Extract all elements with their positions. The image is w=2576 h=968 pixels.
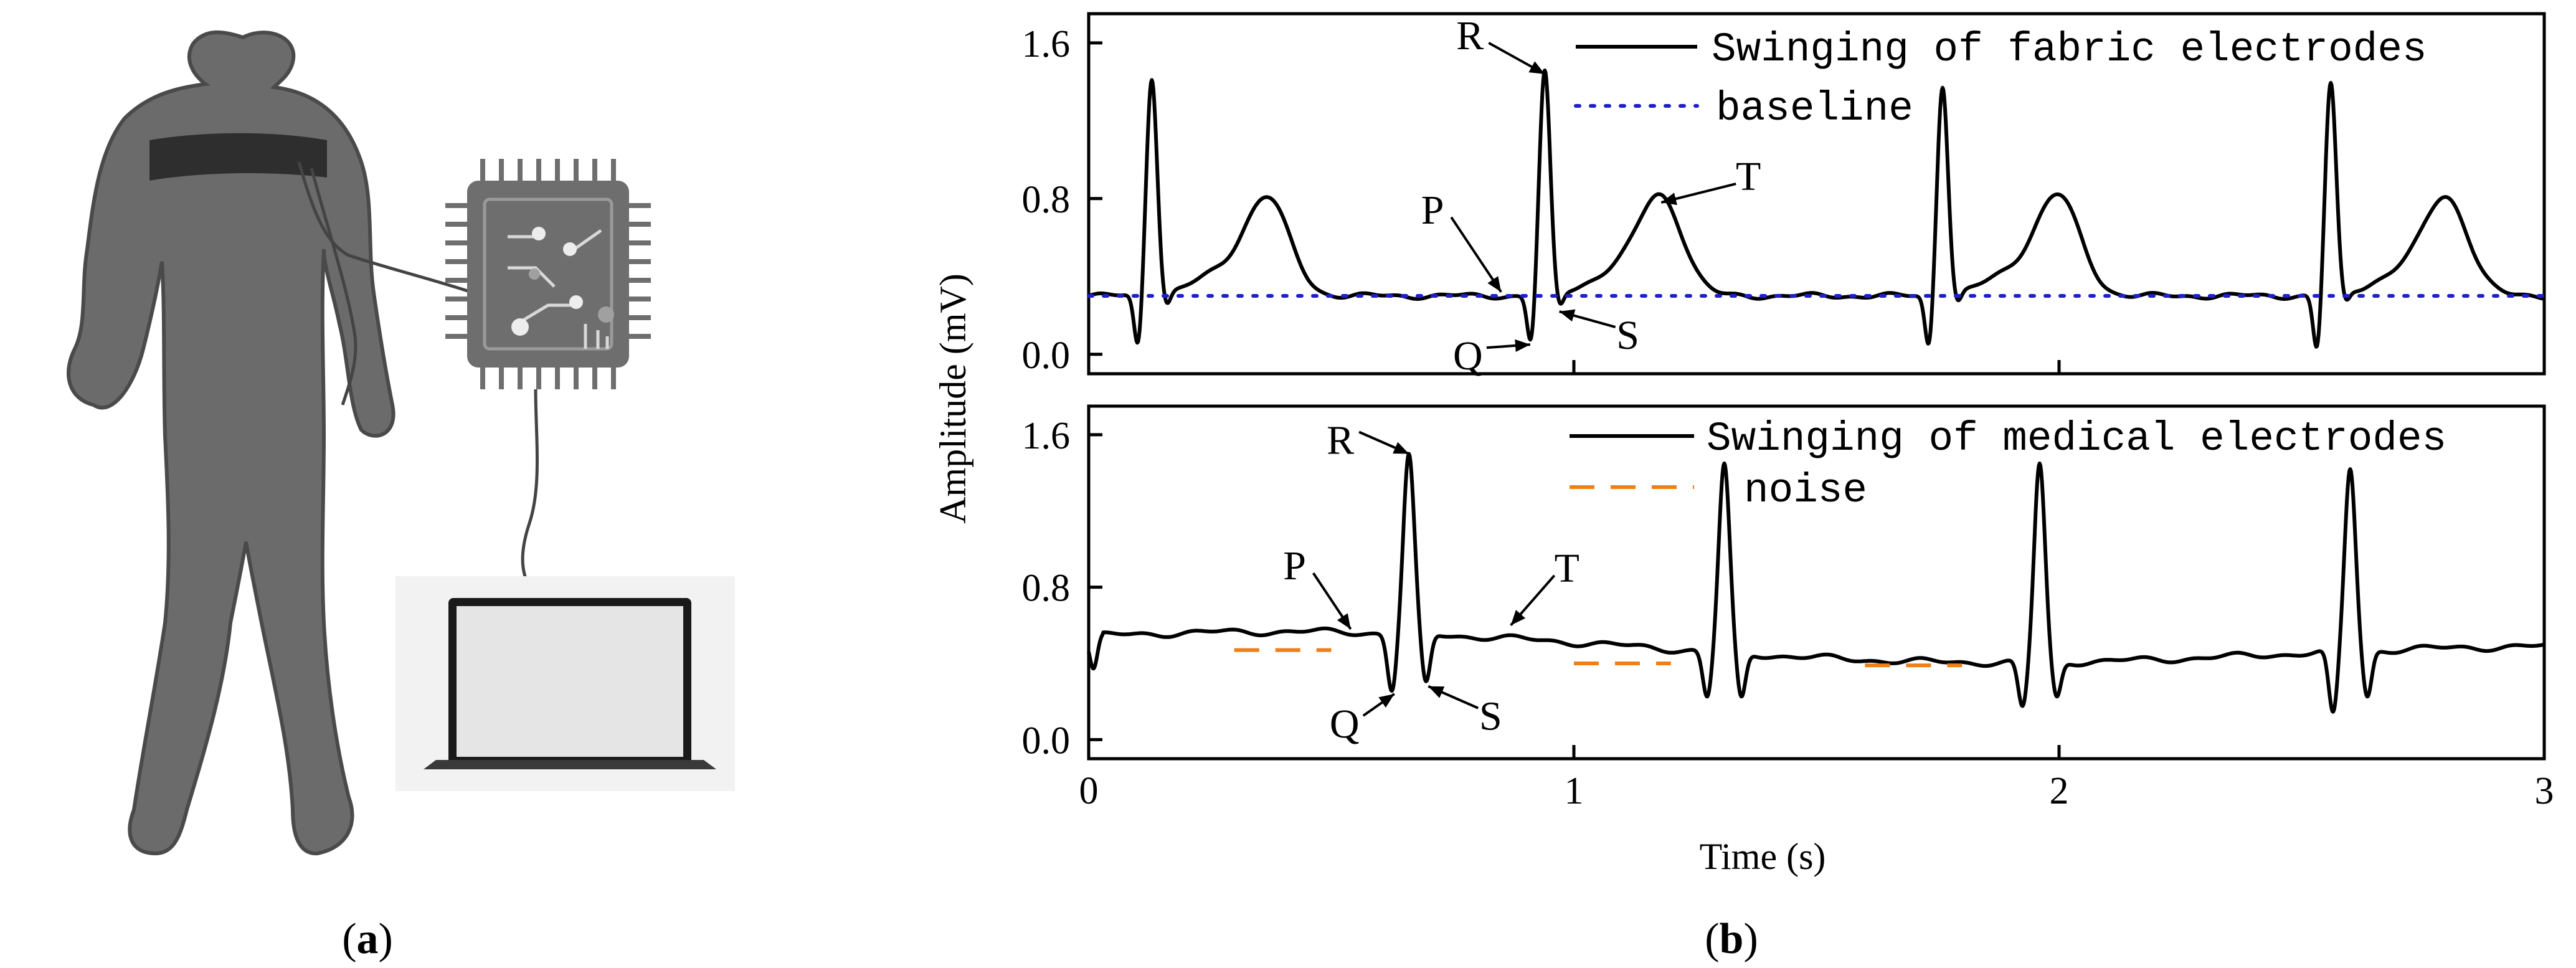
legend-label-noise: noise xyxy=(1744,467,1867,514)
annotation-label-r: R xyxy=(1456,13,1484,59)
y-tick-label: 0.8 xyxy=(1022,567,1071,610)
y-axis-label: Amplitude (mV) xyxy=(932,273,973,524)
microchip-icon xyxy=(445,159,651,389)
legend-bottom: Swinging of medical electrodes noise xyxy=(1570,415,2446,514)
panel-label-b-letter: b xyxy=(1720,915,1744,963)
legend-label-baseline: baseline xyxy=(1716,85,1913,132)
panel-label-a: (a) xyxy=(342,915,393,963)
annotation-label-q: Q xyxy=(1330,701,1360,747)
annotation-label-t: T xyxy=(1736,154,1761,199)
chart-panel-top: 0.0 0.8 1.6 R T P Q S xyxy=(1022,12,2546,379)
strap-wire xyxy=(297,161,474,295)
annotation-arrowhead xyxy=(1661,192,1677,206)
x-tick-label: 3 xyxy=(2535,770,2554,812)
y-tick-label: 1.6 xyxy=(1022,23,1071,65)
annotation-label-r: R xyxy=(1327,417,1354,463)
panel-label-a-letter: a xyxy=(357,915,379,963)
annotation-arrowhead xyxy=(1559,309,1576,322)
laptop-icon xyxy=(395,576,735,791)
y-tick-label: 0.8 xyxy=(1022,179,1071,221)
x-tick-label: 1 xyxy=(1565,770,1584,812)
annotation-arrowhead xyxy=(1510,610,1526,625)
annotation-arrowhead xyxy=(1337,613,1351,629)
y-tick-label: 1.6 xyxy=(1022,415,1071,457)
annotation-label-q: Q xyxy=(1453,333,1483,379)
y-tick-label: 0.0 xyxy=(1022,719,1071,762)
annotation-label-t: T xyxy=(1555,546,1579,591)
x-tick-label: 0 xyxy=(1079,770,1099,812)
annotation-label-p: P xyxy=(1421,187,1444,233)
legend-label-medical: Swinging of medical electrodes xyxy=(1707,415,2446,462)
wearable-ecg-illustration xyxy=(67,30,735,856)
legend-label-fabric: Swinging of fabric electrodes xyxy=(1712,26,2427,73)
chip-to-laptop-wire xyxy=(521,389,539,599)
annotation-arrowhead xyxy=(1428,686,1445,698)
plot-frame xyxy=(1087,12,2546,376)
annotation-label-s: S xyxy=(1616,313,1639,358)
annotation-arrowhead xyxy=(1528,61,1545,74)
panel-label-b: (b) xyxy=(1705,915,1758,963)
plot-frame xyxy=(1087,404,2546,761)
strap-wire xyxy=(310,168,358,406)
annotation-arrowhead xyxy=(1515,339,1530,352)
annotation-arrowhead xyxy=(1393,442,1409,454)
ecg-charts: 0.0 0.8 1.6 R T P Q S 0.0 0.8 1.6 0 1 2 3 R P T Q S xyxy=(1022,12,2554,812)
y-tick-label: 0.0 xyxy=(1022,335,1071,377)
human-silhouette-icon xyxy=(67,30,395,856)
annotation-label-s: S xyxy=(1479,694,1502,739)
annotation-arrow xyxy=(1450,216,1502,293)
chest-strap-electrode-icon xyxy=(149,133,327,181)
annotation-arrowhead xyxy=(1378,693,1395,708)
x-axis-label: Time (s) xyxy=(1700,836,1826,877)
annotation-arrowhead xyxy=(1487,276,1502,292)
annotation-label-p: P xyxy=(1283,543,1306,589)
x-tick-label: 2 xyxy=(2050,770,2069,812)
legend-top: Swinging of fabric electrodes baseline xyxy=(1574,26,2427,132)
series-line-swinging-of-medical-electrodes xyxy=(1087,452,2545,714)
chart-panel-bottom: 0.0 0.8 1.6 0 1 2 3 R P T Q S xyxy=(1022,404,2554,812)
